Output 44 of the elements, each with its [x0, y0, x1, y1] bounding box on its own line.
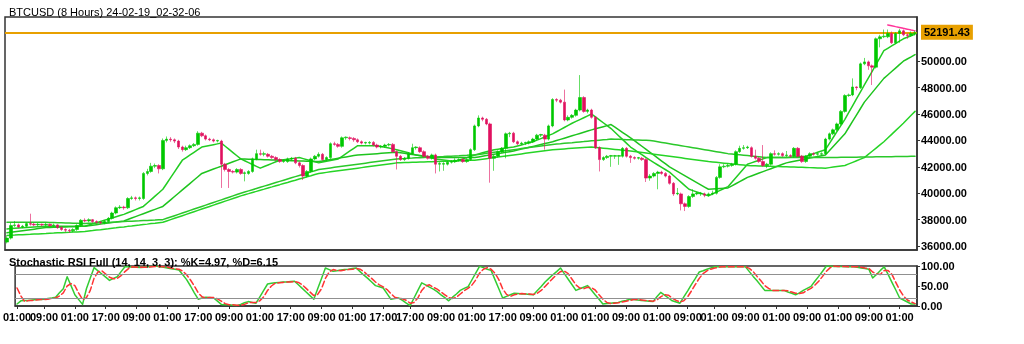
x-tick-label: 01:00	[153, 310, 182, 323]
y-tick-label: 100.00	[921, 260, 955, 272]
x-tick-label: 01:00	[700, 310, 729, 323]
x-tick-label: 01:00	[245, 310, 274, 323]
x-tick-label: 09:00	[122, 310, 151, 323]
x-tick-label: 09:00	[426, 310, 456, 323]
x-tick-label: 01:00	[823, 310, 853, 323]
y-tick-label: 44000.00	[921, 134, 967, 147]
y-tick-label: 50.00	[921, 280, 949, 292]
x-tick-label: 17:00	[369, 310, 398, 323]
x-tick-label: 01:00	[581, 310, 610, 323]
x-tick-label: 09:00	[29, 310, 59, 323]
x-tick-label: 01:00	[550, 310, 579, 323]
x-tick-label: 01:00	[457, 310, 486, 323]
x-tick-label: 01:00	[338, 310, 367, 323]
y-tick-label: 36000.00	[921, 240, 967, 253]
x-tick-label: 17:00	[396, 310, 425, 323]
y-tick-label: 40000.00	[921, 187, 967, 200]
x-tick-label: 09:00	[673, 310, 702, 323]
x-tick-label: 01:00	[642, 310, 671, 323]
x-tick-label: 09:00	[611, 310, 641, 323]
ref-line-label: 52191.43	[924, 26, 970, 39]
x-tick-label: 01:00	[762, 310, 791, 323]
x-tick-label: 01:00	[60, 310, 89, 323]
x-tick-label: 17:00	[276, 310, 305, 323]
x-tick-label: 17:00	[488, 310, 517, 323]
x-tick-label: 09:00	[519, 310, 548, 323]
y-tick-label: 48000.00	[921, 81, 967, 94]
y-tick-label: 0.00	[921, 300, 943, 312]
x-tick-label: 09:00	[793, 310, 822, 323]
x-tick-label: 09:00	[854, 310, 883, 323]
y-tick-label: 38000.00	[921, 213, 967, 226]
y-tick-label: 46000.00	[921, 108, 967, 121]
x-tick-label: 09:00	[214, 310, 244, 323]
x-tick-label: 01:00	[2, 310, 32, 323]
x-tick-label: 09:00	[307, 310, 336, 323]
x-tick-label: 09:00	[731, 310, 760, 323]
y-tick-label: 42000.00	[921, 160, 967, 173]
x-tick-label: 17:00	[184, 310, 213, 323]
x-tick-label: 17:00	[91, 310, 120, 323]
chart-title: BTCUSD (8 Hours) 24-02-19_02-32-06	[9, 6, 201, 18]
chart-title: Stochastic RSI Full (14, 14, 3, 3): %K=4.97, %D=6.15	[9, 256, 279, 268]
y-tick-label: 50000.00	[921, 55, 967, 68]
x-tick-label: 01:00	[885, 310, 914, 323]
